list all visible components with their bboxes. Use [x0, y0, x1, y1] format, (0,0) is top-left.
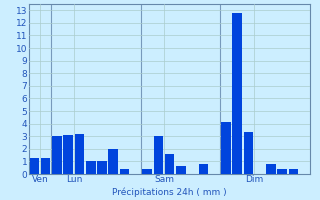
Bar	[120, 169, 129, 174]
Bar	[232, 13, 242, 174]
Bar	[142, 169, 152, 174]
Bar	[266, 164, 276, 174]
Bar	[86, 161, 96, 174]
Bar	[199, 164, 208, 174]
Bar	[41, 158, 51, 174]
Bar	[97, 161, 107, 174]
Bar	[165, 154, 174, 174]
Bar	[277, 169, 287, 174]
Bar	[154, 136, 163, 174]
Bar	[176, 166, 186, 174]
Bar	[108, 149, 118, 174]
Bar	[75, 134, 84, 174]
Bar	[30, 158, 39, 174]
Bar	[221, 122, 231, 174]
Bar	[52, 136, 62, 174]
X-axis label: Précipitations 24h ( mm ): Précipitations 24h ( mm )	[112, 187, 227, 197]
Bar	[63, 135, 73, 174]
Bar	[244, 132, 253, 174]
Bar	[289, 169, 298, 174]
